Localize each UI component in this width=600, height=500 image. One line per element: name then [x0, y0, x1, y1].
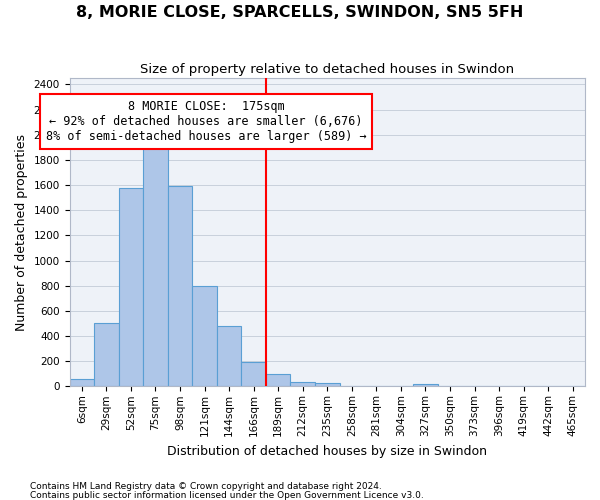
Bar	[192, 286, 217, 386]
Bar	[119, 188, 143, 386]
Text: 8, MORIE CLOSE, SPARCELLS, SWINDON, SN5 5FH: 8, MORIE CLOSE, SPARCELLS, SWINDON, SN5 …	[76, 5, 524, 20]
Bar	[94, 324, 119, 386]
Bar	[290, 382, 315, 386]
Bar	[217, 326, 241, 386]
Bar	[70, 379, 94, 386]
Bar	[315, 384, 340, 386]
Text: Contains public sector information licensed under the Open Government Licence v3: Contains public sector information licen…	[30, 490, 424, 500]
Bar	[241, 362, 266, 386]
Bar	[168, 186, 192, 386]
Text: 8 MORIE CLOSE:  175sqm
← 92% of detached houses are smaller (6,676)
8% of semi-d: 8 MORIE CLOSE: 175sqm ← 92% of detached …	[46, 100, 367, 142]
Bar	[143, 141, 168, 386]
Y-axis label: Number of detached properties: Number of detached properties	[15, 134, 28, 330]
Bar	[266, 374, 290, 386]
Text: Contains HM Land Registry data © Crown copyright and database right 2024.: Contains HM Land Registry data © Crown c…	[30, 482, 382, 491]
X-axis label: Distribution of detached houses by size in Swindon: Distribution of detached houses by size …	[167, 444, 487, 458]
Bar	[413, 384, 438, 386]
Title: Size of property relative to detached houses in Swindon: Size of property relative to detached ho…	[140, 62, 514, 76]
